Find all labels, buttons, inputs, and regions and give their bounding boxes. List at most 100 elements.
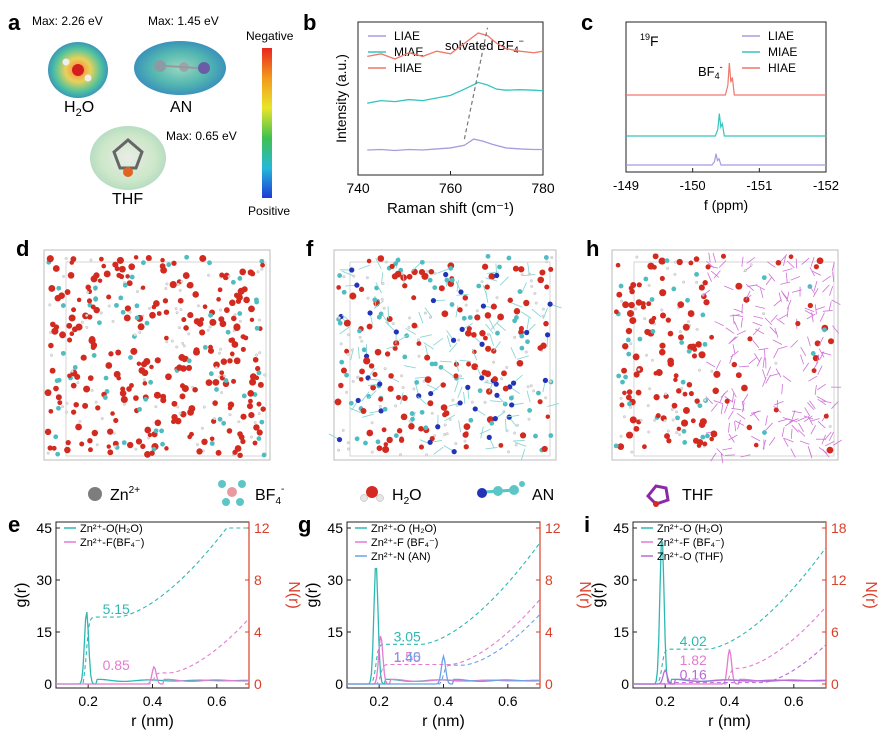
fluorine-atom xyxy=(262,453,267,458)
thf-molecule xyxy=(783,269,793,272)
oxygen-atom xyxy=(646,301,651,306)
oxygen-atom xyxy=(814,264,819,269)
oxygen-atom xyxy=(492,376,498,382)
rdf-legend-label: Zn²⁺-N (AN) xyxy=(371,551,431,563)
oxygen-atom xyxy=(193,349,200,356)
nitrogen-atom xyxy=(494,273,499,278)
rdf-y-tick-label: 0 xyxy=(621,676,629,692)
oxygen-atom xyxy=(253,441,258,446)
thf-molecule xyxy=(716,360,720,369)
an-molecule xyxy=(340,327,350,334)
rdf-legend-label: Zn²⁺-F (BF₄⁻) xyxy=(371,537,438,549)
an-molecule xyxy=(511,303,522,307)
oxygen-atom xyxy=(199,329,205,335)
rdf-x-tick-label: 0.4 xyxy=(434,693,454,709)
fluorine-atom xyxy=(665,258,670,263)
hydrogen-atom xyxy=(408,326,411,329)
oxygen-atom xyxy=(721,254,726,259)
hydrogen-atom xyxy=(340,343,343,346)
oxygen-atom xyxy=(698,351,705,358)
legend-an: AN xyxy=(532,487,554,504)
oxygen-atom xyxy=(442,412,447,417)
hydrogen-atom xyxy=(183,345,186,348)
oxygen-atom xyxy=(153,300,160,307)
oxygen-atom xyxy=(622,343,628,349)
hydrogen-atom xyxy=(413,388,416,391)
thf-molecule xyxy=(767,262,775,268)
an-molecule xyxy=(505,419,506,431)
nitrogen-atom xyxy=(431,298,436,303)
oxygen-atom xyxy=(388,386,394,392)
oxygen-atom xyxy=(229,299,236,306)
hydrogen-atom xyxy=(100,312,103,315)
oxygen-atom xyxy=(795,321,800,326)
oxygen-atom xyxy=(548,267,553,272)
hydrogen-atom xyxy=(181,342,184,345)
fluorine-atom xyxy=(128,355,133,360)
hydrogen-atom xyxy=(664,419,667,422)
fluorine-atom xyxy=(533,434,538,439)
hydrogen-atom xyxy=(112,320,115,323)
nmr-x-tick-label: -151 xyxy=(746,178,772,193)
nitrogen-atom xyxy=(479,375,484,380)
hydrogen-atom xyxy=(434,272,437,275)
an-molecule xyxy=(443,369,453,376)
oxygen-atom xyxy=(88,447,93,452)
oxygen-atom xyxy=(627,310,634,317)
hydrogen-atom xyxy=(203,406,206,409)
thf-molecule xyxy=(721,404,722,414)
oxygen-atom xyxy=(385,351,390,356)
thf-molecule xyxy=(810,419,820,422)
md-snapshot-f xyxy=(329,254,562,460)
hydrogen-atom xyxy=(678,433,681,436)
fluorine-atom xyxy=(254,297,259,302)
oxygen-atom xyxy=(124,315,131,322)
rdf-legend-label: Zn²⁺-O(H₂O) xyxy=(80,523,143,535)
oxygen-atom xyxy=(93,307,99,313)
fluorine-atom xyxy=(184,255,189,260)
oxygen-atom xyxy=(71,383,77,389)
oxygen-atom xyxy=(401,413,408,420)
fluorine-atom xyxy=(137,407,142,412)
oxygen-atom xyxy=(54,324,59,329)
oxygen-atom xyxy=(710,431,717,438)
oxygen-atom xyxy=(338,383,343,388)
colorbar-bottom-label: Positive xyxy=(248,204,290,218)
hydrogen-atom xyxy=(379,405,382,408)
thf-molecule xyxy=(791,276,800,280)
oxygen-atom xyxy=(71,409,76,414)
nitrogen-atom xyxy=(547,302,552,307)
rdf-x-tick-label: 0.2 xyxy=(78,693,98,709)
oxygen-atom xyxy=(491,304,497,310)
oxygen-atom xyxy=(441,404,448,411)
oxygen-atom xyxy=(133,395,139,401)
fluorine-atom xyxy=(104,376,109,381)
fluorine-atom xyxy=(123,283,128,288)
hydrogen-atom xyxy=(136,290,139,293)
fluorine-atom xyxy=(135,303,140,308)
hydrogen-atom xyxy=(385,261,388,264)
legend-h2o: H2O xyxy=(392,487,422,507)
hydrogen-atom xyxy=(345,391,348,394)
hydrogen-atom xyxy=(61,405,64,408)
thf-molecule xyxy=(769,437,775,445)
oxygen-atom xyxy=(181,317,186,322)
fluorine-atom xyxy=(226,330,231,335)
oxygen-atom xyxy=(659,343,665,349)
an-molecule xyxy=(419,312,423,323)
thf-molecule xyxy=(807,314,816,319)
oxygen-atom xyxy=(57,400,62,405)
hydrogen-atom xyxy=(129,311,132,314)
oxygen-atom xyxy=(673,378,677,382)
thf-molecule xyxy=(753,316,763,318)
oxygen-atom xyxy=(171,414,177,420)
oxygen-atom xyxy=(789,254,794,259)
oxygen-atom xyxy=(248,399,253,404)
rdf-legend-label: Zn²⁺-O (H₂O) xyxy=(371,523,437,535)
oxygen-atom xyxy=(209,319,216,326)
oxygen-atom xyxy=(411,323,417,329)
oxygen-atom xyxy=(375,349,382,356)
fluorine-atom xyxy=(93,286,98,291)
